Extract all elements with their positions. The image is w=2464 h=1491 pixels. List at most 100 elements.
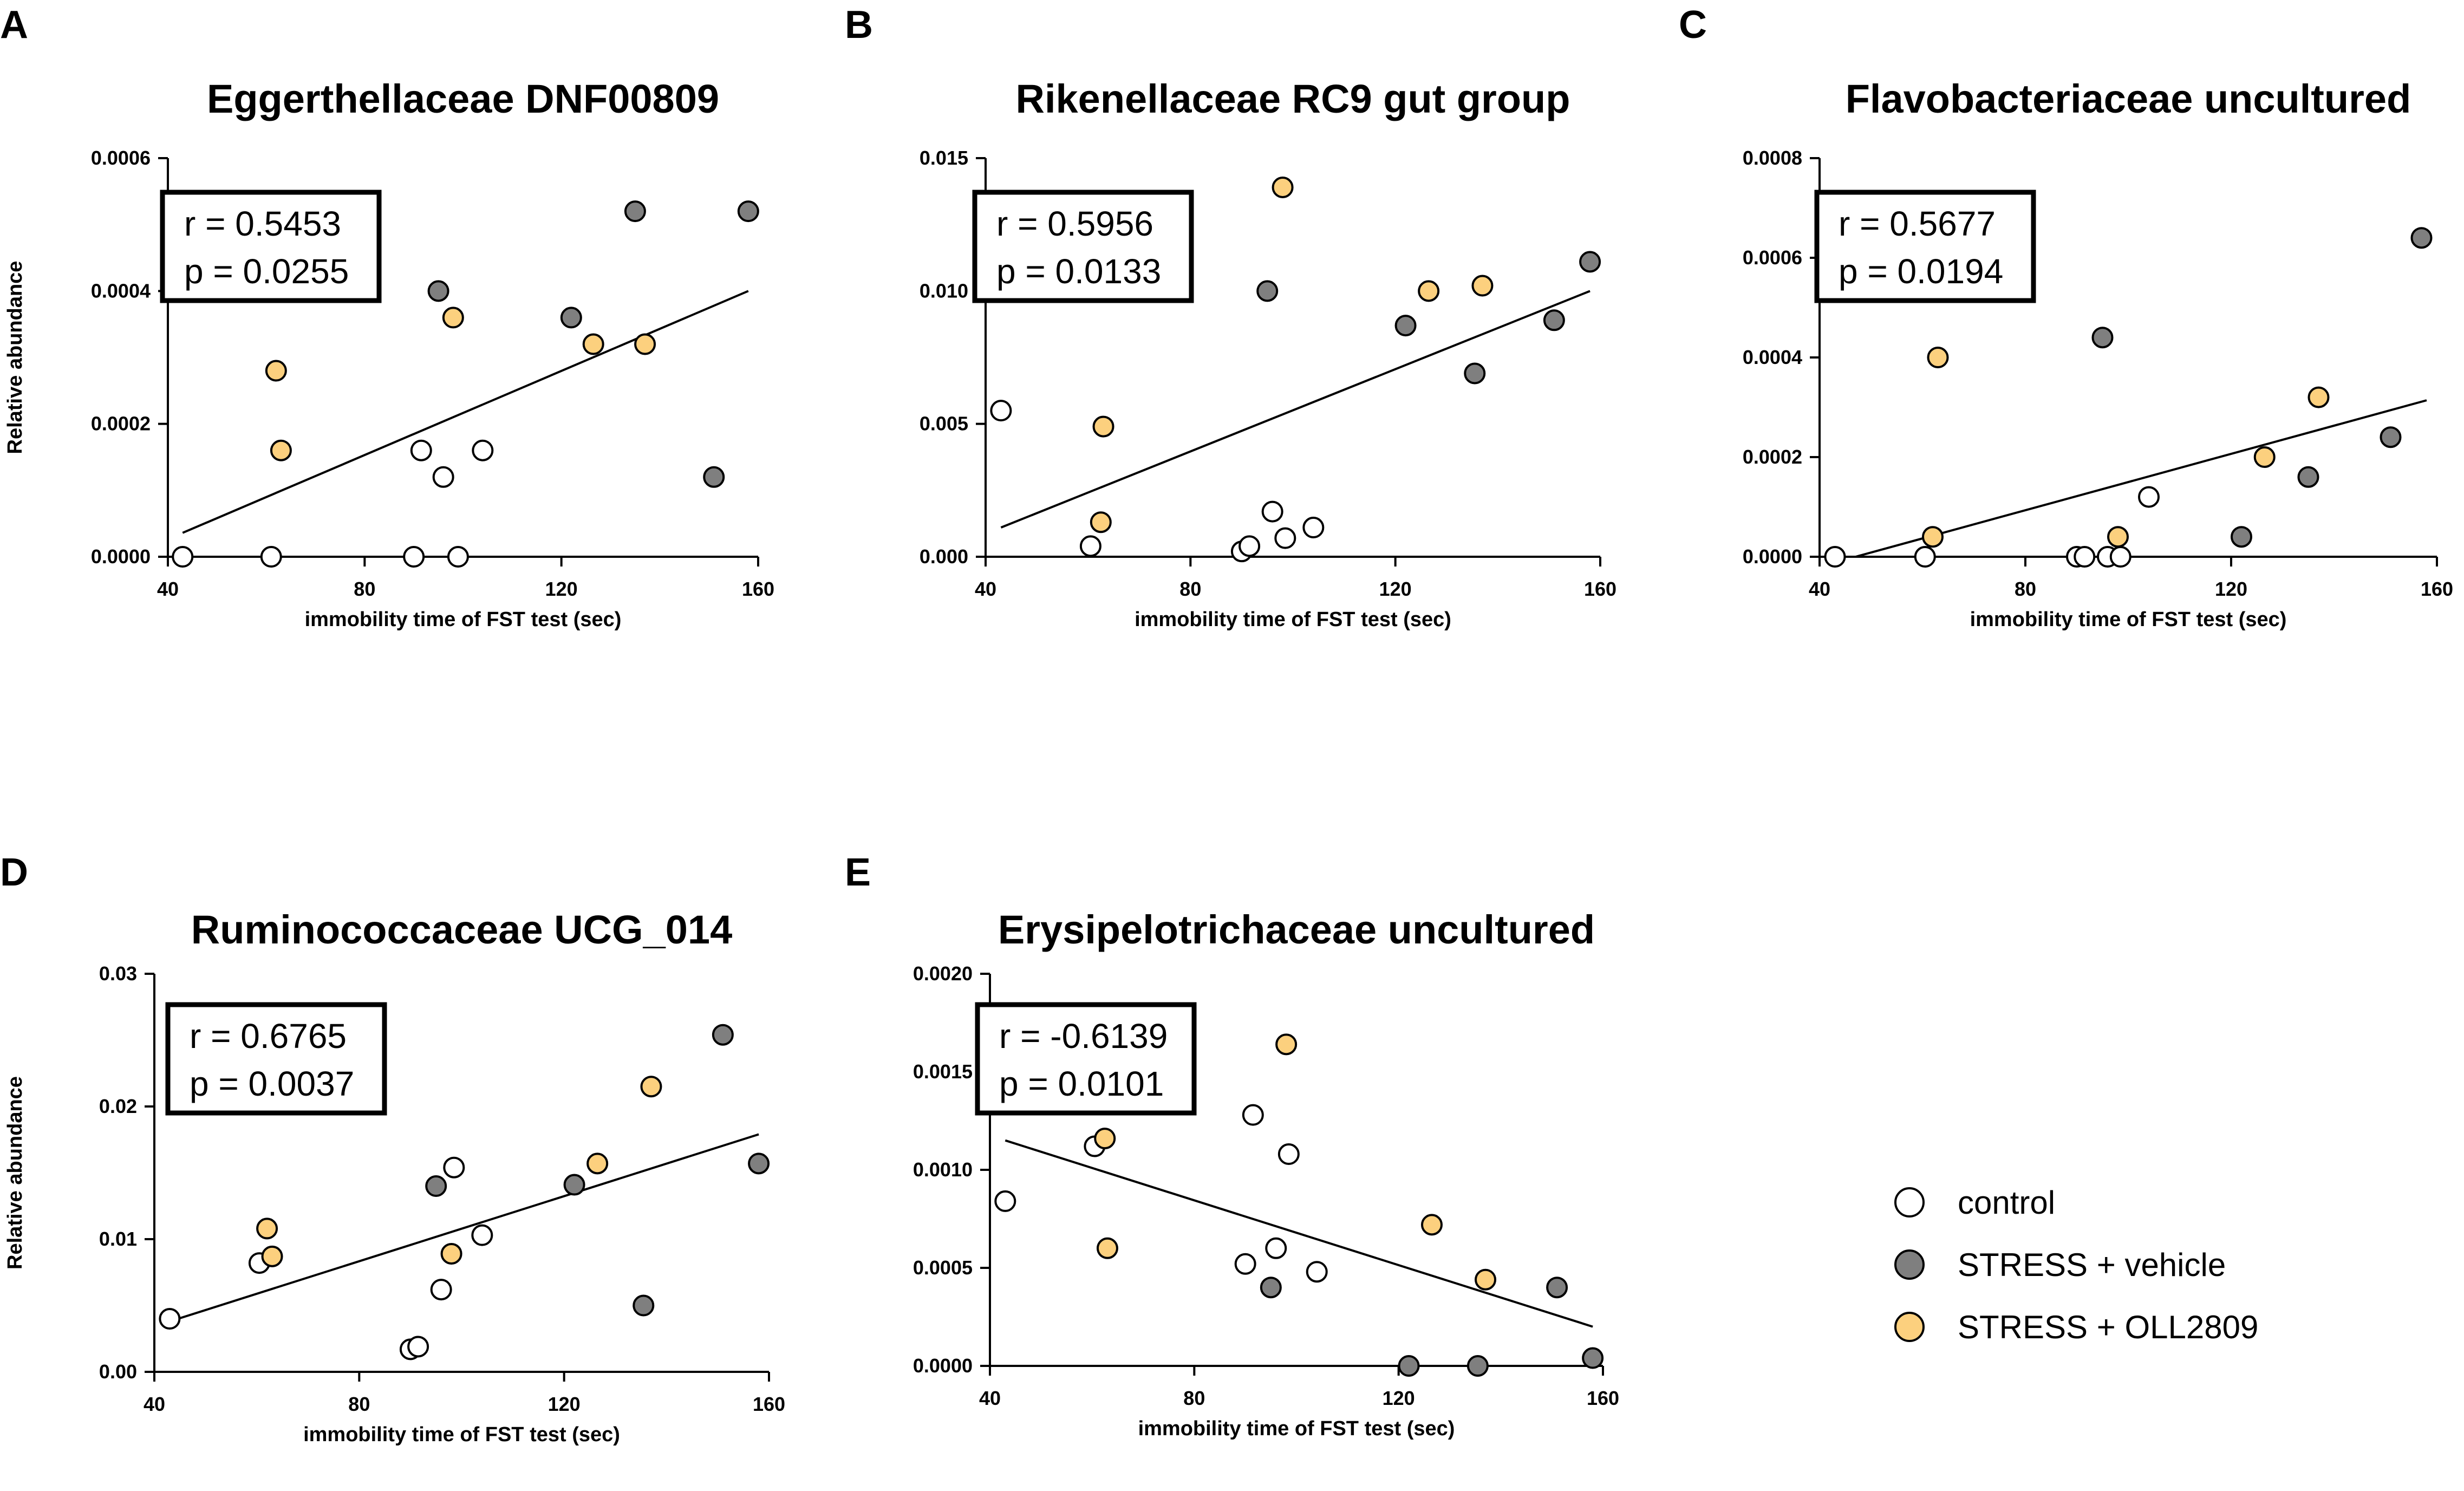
legend-label-stress-oll2809: STRESS + OLL2809: [1958, 1309, 2258, 1345]
panel-letter-e: E: [845, 851, 871, 894]
chart-panel-e: E Erysipelotrichaceae uncultured 40 80 120 16…: [845, 851, 1619, 1440]
legend: control STRESS + vehicle STRESS + OLL2809: [1894, 1184, 2258, 1345]
y-tick-label-b: 0.015: [920, 147, 968, 169]
data-point-control: [2074, 546, 2096, 568]
data-point-stress-oll2809: [2307, 386, 2330, 408]
y-tick-label-d: 0.02: [99, 1095, 137, 1117]
regression-line-b: [1000, 290, 1590, 529]
data-point-control: [1234, 1253, 1256, 1275]
stats-box-c: [1814, 190, 2036, 303]
y-axis-label-d: Relative abundance: [4, 1076, 27, 1269]
data-point-stress-vehicle: [2091, 327, 2114, 349]
chart-title-c: Flavobacteriaceae uncultured: [1846, 76, 2411, 121]
stats-box-a: [160, 190, 382, 303]
data-point-stress-oll2809: [1927, 347, 1949, 368]
x-axis-label-d: immobility time of FST test (sec): [303, 1423, 620, 1446]
y-tick-label-d: 0.00: [99, 1360, 137, 1383]
data-point-control: [260, 546, 282, 568]
y-tick-label-a: 0.0002: [91, 413, 151, 435]
data-point-control: [403, 546, 425, 568]
data-point-stress-oll2809: [270, 439, 292, 461]
legend-marker-stress-oll2809: [1894, 1312, 1925, 1342]
y-tick-label-a: 0.0004: [91, 279, 151, 302]
x-tick-label-d: 160: [753, 1393, 785, 1415]
x-tick-label-c: 160: [2421, 578, 2453, 600]
y-tick-label-a: 0.0006: [91, 147, 151, 169]
p-value-c: p = 0.0194: [1839, 252, 2003, 291]
x-tick-label-a: 120: [545, 578, 578, 600]
chart-title-e: Erysipelotrichaceae uncultured: [998, 907, 1595, 952]
p-value-e: p = 0.0101: [999, 1064, 1164, 1103]
data-point-stress-vehicle: [624, 200, 646, 223]
data-point-stress-oll2809: [2107, 526, 2129, 548]
x-tick-label-a: 80: [354, 578, 375, 600]
data-point-stress-vehicle: [1260, 1277, 1282, 1299]
chart-panel-a: A Eggerthellaceae DNF00809 40 80 120 160 0.000…: [0, 3, 774, 631]
data-point-stress-oll2809: [1096, 1237, 1118, 1259]
data-point-control: [432, 466, 454, 488]
x-tick-label-d: 40: [144, 1393, 165, 1415]
data-point-stress-oll2809: [1475, 1268, 1497, 1291]
p-value-b: p = 0.0133: [996, 252, 1161, 291]
data-point-stress-vehicle: [1579, 251, 1601, 273]
y-tick-label-e: 0.0005: [913, 1256, 973, 1279]
x-tick-label-a: 160: [742, 578, 774, 600]
data-point-stress-vehicle: [737, 200, 759, 223]
data-point-stress-oll2809: [440, 1242, 462, 1265]
data-point-stress-oll2809: [1418, 280, 1440, 302]
x-axis-label-e: immobility time of FST test (sec): [1138, 1417, 1455, 1440]
panel-letter-b: B: [845, 3, 873, 47]
x-tick-label-c: 120: [2215, 578, 2247, 600]
y-tick-label-e: 0.0020: [913, 962, 973, 985]
regression-line-e: [1005, 1139, 1593, 1328]
data-point-stress-oll2809: [261, 1245, 283, 1267]
data-point-stress-vehicle: [1546, 1277, 1568, 1299]
regression-line-a: [182, 290, 749, 534]
x-axis-label-b: immobility time of FST test (sec): [1135, 608, 1451, 631]
data-point-stress-oll2809: [1272, 176, 1294, 198]
r-value-e: r = -0.6139: [999, 1017, 1168, 1056]
chart-title-d: Ruminococcaceae UCG_014: [191, 907, 732, 952]
data-point-control: [1242, 1104, 1264, 1126]
r-value-a: r = 0.5453: [184, 204, 341, 243]
data-point-control: [2138, 486, 2160, 508]
data-point-control: [2109, 546, 2131, 568]
p-value-d: p = 0.0037: [190, 1064, 354, 1103]
regression-line-d: [169, 1133, 759, 1323]
data-point-stress-oll2809: [1471, 275, 1494, 297]
data-point-stress-oll2809: [2253, 446, 2276, 468]
y-tick-label-c: 0.0004: [1743, 346, 1802, 368]
data-point-stress-oll2809: [1094, 1128, 1116, 1150]
data-point-stress-vehicle: [633, 1294, 655, 1317]
panel-letter-c: C: [1679, 3, 1707, 47]
chart-panel-d: D Ruminococcaceae UCG_014 40 80 120 160 0.00 0.…: [0, 851, 785, 1446]
y-tick-label-d: 0.01: [99, 1228, 137, 1250]
data-point-control: [410, 439, 432, 461]
panel-letter-a: A: [0, 3, 28, 47]
regression-line-c: [1855, 399, 2427, 558]
y-tick-label-e: 0.0000: [913, 1355, 973, 1377]
x-tick-label-b: 160: [1584, 578, 1616, 600]
chart-panel-c: C Flavobacteriaceae uncultured 40 80 120 160 0…: [1679, 3, 2453, 631]
x-tick-label-d: 80: [348, 1393, 370, 1415]
x-axis-label-c: immobility time of FST test (sec): [1970, 608, 2287, 631]
y-tick-label-d: 0.03: [99, 962, 137, 985]
data-point-control: [159, 1308, 181, 1330]
data-point-control: [1274, 527, 1296, 549]
data-point-stress-vehicle: [427, 280, 449, 302]
y-tick-label-e: 0.0015: [913, 1060, 973, 1083]
data-point-stress-vehicle: [1394, 315, 1417, 337]
data-point-stress-vehicle: [703, 466, 725, 488]
data-point-stress-vehicle: [712, 1024, 734, 1046]
y-tick-label-b: 0.005: [920, 413, 968, 435]
data-point-control: [447, 546, 469, 568]
chart-title-a: Eggerthellaceae DNF00809: [207, 76, 719, 121]
x-tick-label-b: 40: [975, 578, 996, 600]
x-tick-label-d: 120: [548, 1393, 581, 1415]
y-axis-label-a: Relative abundance: [4, 261, 27, 454]
stats-box-d: [165, 1002, 387, 1116]
data-point-stress-oll2809: [256, 1217, 278, 1240]
x-tick-label-b: 80: [1179, 578, 1201, 600]
x-tick-label-c: 40: [1809, 578, 1830, 600]
